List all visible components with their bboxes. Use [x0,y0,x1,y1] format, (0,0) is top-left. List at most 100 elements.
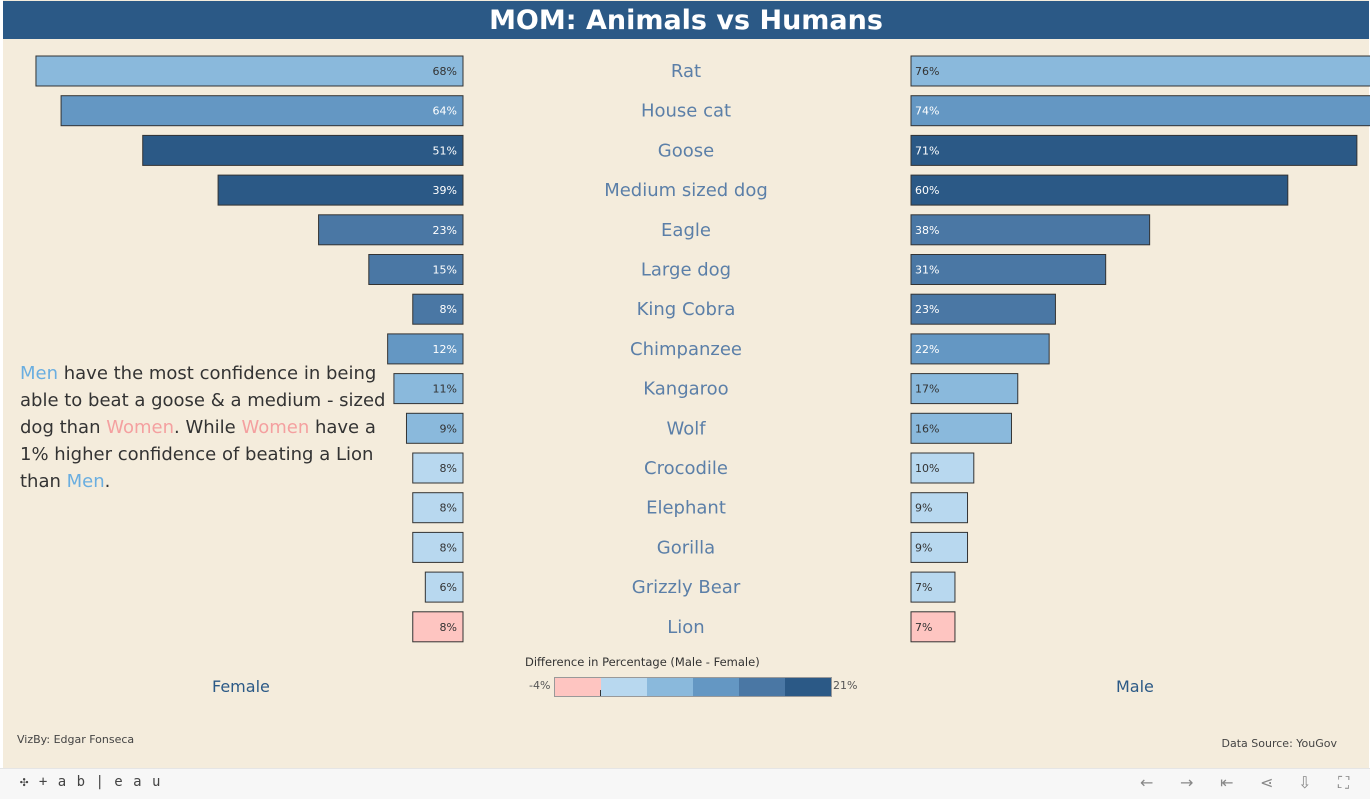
female-value-label: 12% [433,343,457,356]
female-bar[interactable] [393,373,464,405]
tableau-logo-icon: ✣ [20,774,30,790]
fullscreen-icon[interactable]: ⛶ [1338,773,1350,792]
annotation-women: Women [241,417,310,438]
category-label: Wolf [666,418,706,439]
male-bar[interactable] [910,412,1012,444]
annotation-men: Men [20,363,59,384]
category-label: Kangaroo [643,379,728,400]
male-value-label: 10% [915,462,939,475]
female-bar[interactable] [142,134,464,166]
annotation-part: have the most confidence in being able t… [20,363,386,438]
female-value-label: 39% [433,184,457,197]
female-value-label: 51% [433,144,457,157]
category-label: King Cobra [637,299,736,320]
female-bar[interactable] [424,571,464,603]
category-label: Lion [667,617,704,638]
male-value-label: 16% [915,422,939,435]
female-bar[interactable] [405,412,464,444]
legend-zero-tick [600,690,601,696]
male-bar[interactable] [910,373,1019,405]
male-axis-label: Male [1116,677,1154,696]
category-label: House cat [641,101,731,122]
male-bar[interactable] [910,174,1289,206]
female-bar[interactable] [35,55,464,87]
male-value-label: 9% [915,502,932,515]
category-label: Crocodile [644,458,728,479]
female-value-label: 8% [440,303,457,316]
male-bar[interactable] [910,571,956,603]
female-bar[interactable] [412,531,464,563]
annotation-part: . While [174,417,242,438]
data-source-text: Data Source: YouGov [1221,737,1337,750]
male-value-label: 23% [915,303,939,316]
male-bar[interactable] [910,55,1370,87]
category-label: Gorilla [657,537,715,558]
legend-swatch [693,678,739,696]
female-value-label: 8% [440,502,457,515]
male-bar[interactable] [910,452,975,484]
color-legend [554,677,832,697]
category-label: Chimpanzee [630,339,742,360]
male-value-label: 17% [915,383,939,396]
annotation-part: have a 1% higher confidence of beating a… [20,417,376,492]
share-icon[interactable]: ⋖ [1260,773,1274,792]
redo-icon[interactable]: → [1180,773,1194,792]
male-value-label: 7% [915,581,932,594]
legend-swatch [739,678,785,696]
tableau-logo-text: + a b | e a u [38,774,162,790]
male-bar[interactable] [910,254,1107,285]
download-icon[interactable]: ⇩ [1298,773,1312,792]
female-bar[interactable] [412,452,464,484]
dashboard-title: MOM: Animals vs Humans [3,1,1369,39]
male-value-label: 76% [915,65,939,78]
legend-swatch [555,678,601,696]
category-label: Rat [671,61,701,82]
female-bar[interactable] [412,611,464,643]
female-bar[interactable] [412,492,464,524]
male-value-label: 31% [915,264,939,277]
tableau-toolbar: ✣ + a b | e a u ← → ⇤ ⋖ ⇩ ⛶ [0,768,1370,799]
female-value-label: 68% [433,65,457,78]
male-value-label: 38% [915,224,939,237]
female-value-label: 15% [433,264,457,277]
annotation-text: Men have the most confidence in being ab… [20,360,405,495]
tableau-logo[interactable]: ✣ + a b | e a u [20,774,161,790]
male-bar[interactable] [910,293,1056,325]
category-label: Large dog [641,260,731,281]
credit-text: VizBy: Edgar Fonseca [17,733,135,746]
female-bar[interactable] [217,174,464,206]
category-label: Grizzly Bear [632,577,741,598]
male-value-label: 22% [915,343,939,356]
male-bar[interactable] [910,214,1151,246]
annotation-part: . [104,471,111,492]
male-bar[interactable] [910,611,956,643]
legend-max-label: 21% [833,679,858,692]
male-bar[interactable] [910,531,969,563]
female-bar[interactable] [318,214,464,246]
male-bar[interactable] [910,95,1370,127]
female-value-label: 6% [440,581,457,594]
female-value-label: 8% [440,462,457,475]
dashboard-background [3,0,1369,768]
category-label: Goose [658,140,714,161]
male-bar[interactable] [910,134,1358,166]
undo-icon[interactable]: ← [1140,773,1154,792]
annotation-men: Men [66,471,105,492]
legend-title: Difference in Percentage (Male - Female) [525,655,760,669]
female-axis-label: Female [212,677,270,696]
male-bar[interactable] [910,492,969,524]
category-label: Eagle [661,220,711,241]
female-value-label: 8% [440,541,457,554]
revert-icon[interactable]: ⇤ [1220,773,1234,792]
female-value-label: 23% [433,224,457,237]
male-value-label: 71% [915,144,939,157]
female-bar[interactable] [412,293,464,325]
female-bar[interactable] [368,254,464,285]
legend-swatch [647,678,693,696]
female-bar[interactable] [387,333,464,365]
male-bar[interactable] [910,333,1050,365]
legend-min-label: -4% [529,679,551,692]
legend-swatch [601,678,647,696]
female-bar[interactable] [60,95,464,127]
